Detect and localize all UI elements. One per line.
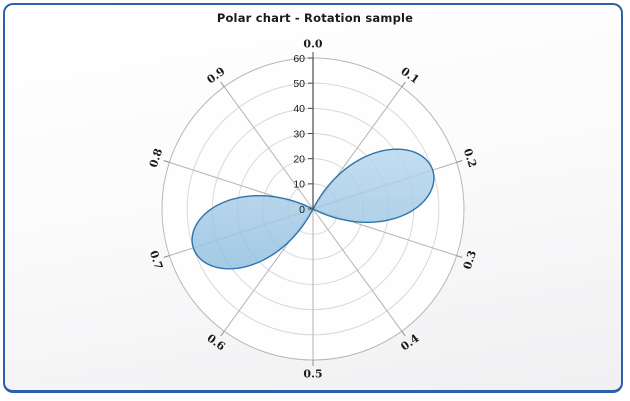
radial-tick-label: 40 — [293, 103, 305, 115]
angle-label: 0.0 — [303, 38, 322, 51]
angle-tick — [220, 81, 225, 88]
angle-label: 0.2 — [461, 147, 479, 169]
angle-tick — [456, 255, 463, 258]
angle-tick — [220, 330, 225, 337]
angle-label: 0.3 — [461, 249, 479, 271]
angle-label: 0.8 — [147, 147, 165, 170]
polar-spoke — [223, 86, 314, 210]
angle-tick — [401, 81, 406, 88]
radial-tick-label: 10 — [293, 179, 305, 191]
angle-label: 0.1 — [398, 65, 421, 87]
angle-label: 0.4 — [398, 331, 421, 353]
radial-tick-label: 20 — [293, 153, 305, 165]
radial-tick-label: 0 — [299, 204, 305, 216]
angle-tick — [163, 160, 170, 163]
polar-spoke — [312, 208, 403, 332]
radial-tick-label: 30 — [293, 128, 305, 140]
angle-tick — [401, 330, 406, 337]
angle-tick — [456, 160, 463, 163]
radial-tick-label: 50 — [293, 78, 305, 90]
chart-title: Polar chart - Rotation sample — [216, 11, 414, 25]
angle-label: 0.7 — [147, 249, 165, 271]
angle-label: 0.5 — [303, 368, 322, 381]
angle-label: 0.9 — [204, 65, 227, 87]
angle-label: 0.6 — [204, 332, 227, 354]
angle-tick — [163, 255, 170, 258]
radial-tick-label: 60 — [293, 53, 305, 65]
